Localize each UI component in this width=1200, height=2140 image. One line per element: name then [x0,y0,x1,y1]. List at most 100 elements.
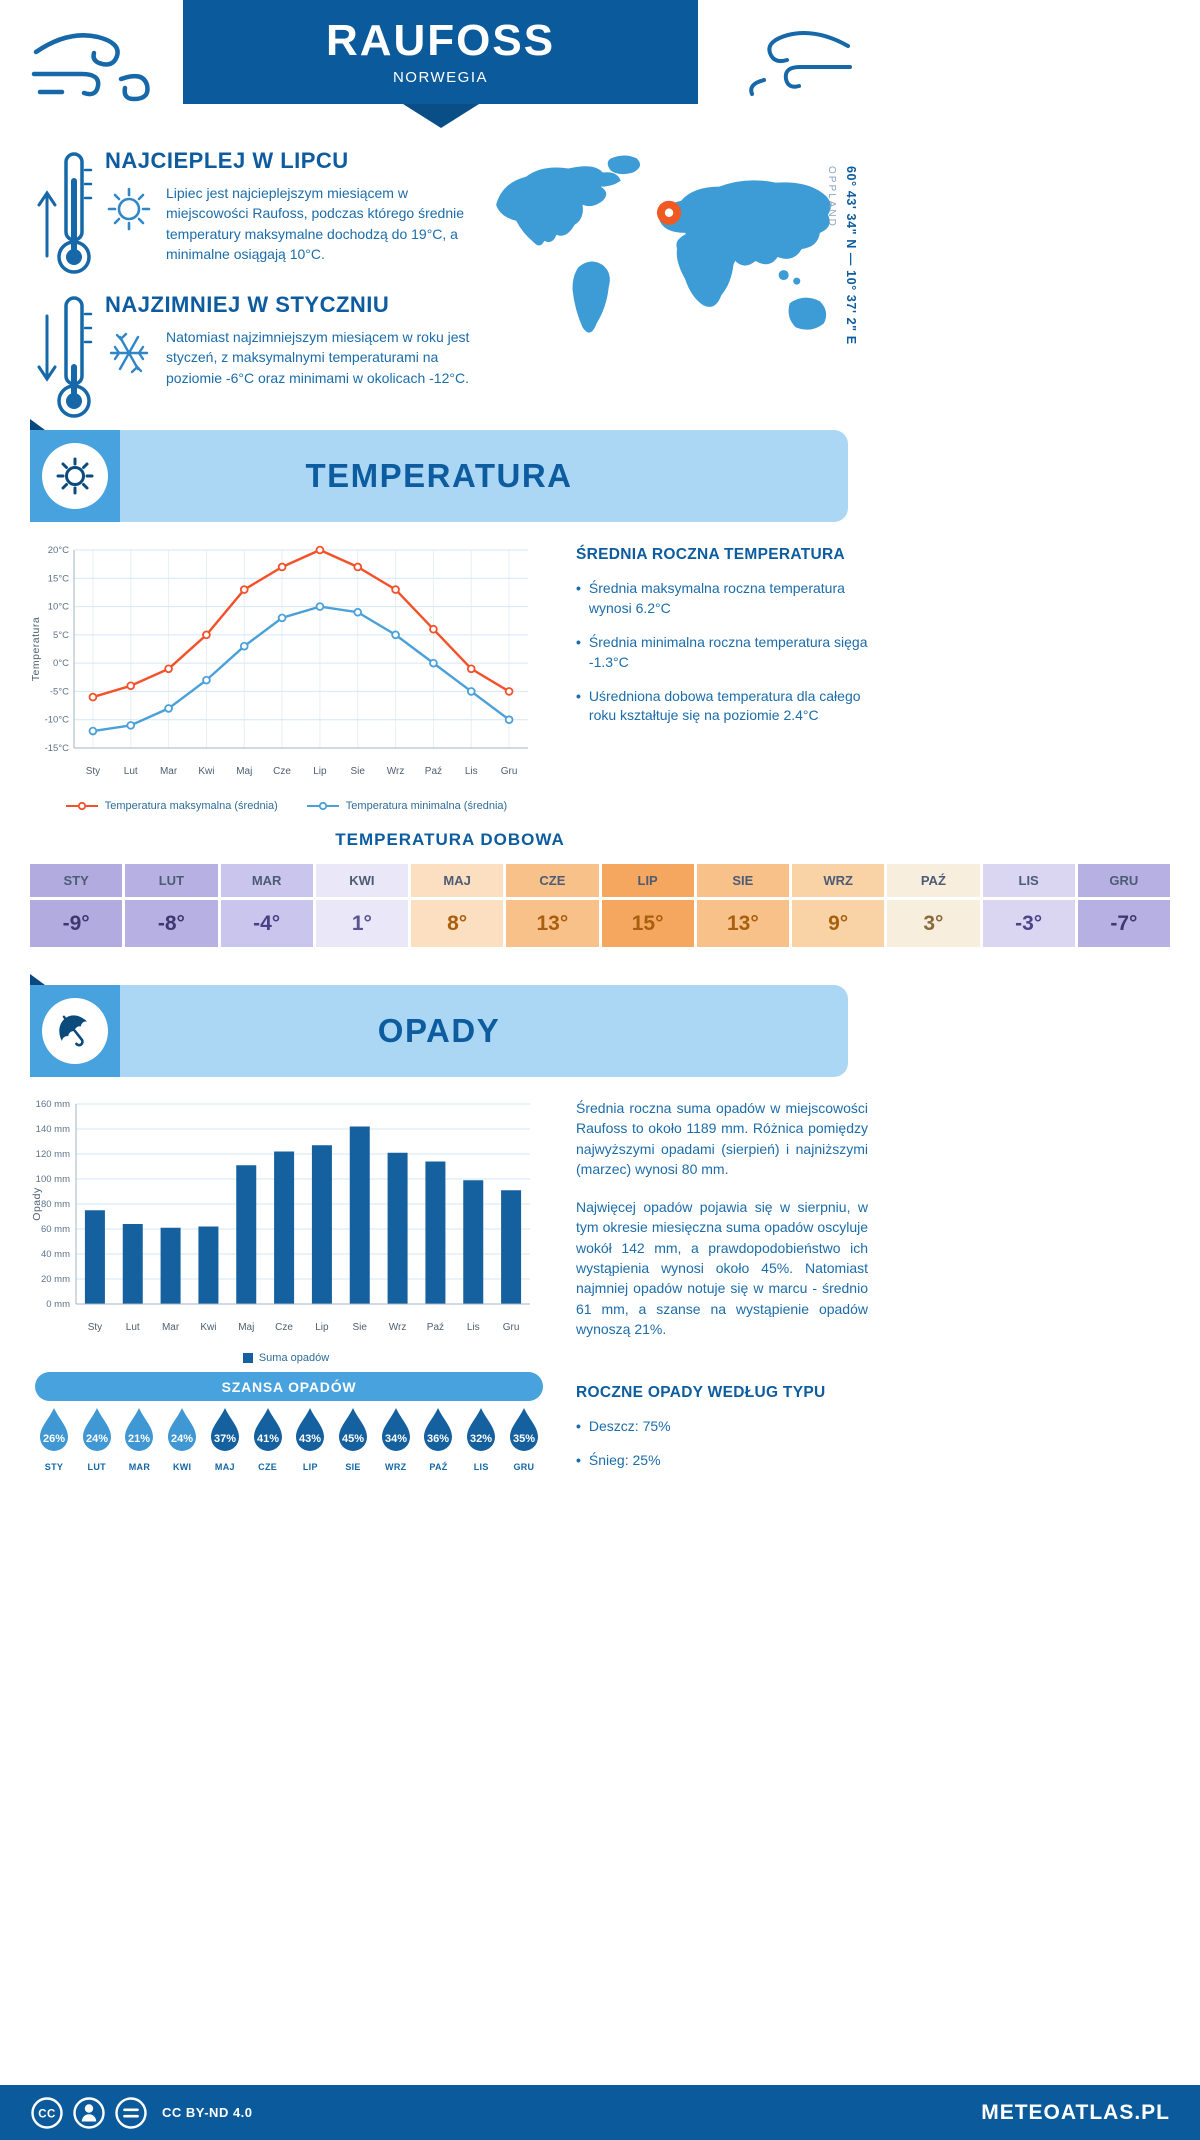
svg-text:Wrz: Wrz [389,1322,407,1333]
sun-circle-icon [42,443,108,509]
coldest-month-block: NAJZIMNIEJ W STYCZNIU [35,292,483,429]
daily-temp-month: LIS [982,864,1075,897]
raindrop-icon: 35% [509,1408,538,1451]
daily-temp-month: MAJ [411,864,504,897]
daily-temp-month: KWI [315,864,408,897]
precipitation-type-block: ROCZNE OPADY WEDŁUG TYPU • Deszcz: 75% • Śn… [576,1384,868,1485]
precipitation-chance-item: 35% GRU [505,1406,543,1472]
bullet-dot: • [576,1418,581,1434]
svg-text:Gru: Gru [501,766,518,777]
warmest-title: NAJCIEPLEJ W LIPCU [105,148,349,173]
daily-temp-month: CZE [506,864,599,897]
svg-text:Wrz: Wrz [387,766,405,777]
daily-temp-month: STY [30,864,123,897]
brand-logo[interactable]: METEOATLAS.PL [981,2100,1170,2124]
daily-temp-column: CZE 13° [506,864,599,947]
raindrop-icon: 37% [210,1408,239,1451]
svg-text:CC: CC [38,2108,56,2120]
map-marker-center [664,208,674,217]
svg-text:-15°C: -15°C [45,743,70,754]
coldest-title: NAJZIMNIEJ W STYCZNIU [105,292,390,317]
svg-text:43%: 43% [299,1433,321,1445]
raindrop-icon: 21% [125,1408,154,1451]
daily-temp-month: LIP [601,864,694,897]
svg-text:Temperatura: Temperatura [30,617,42,681]
world-map [482,146,844,364]
precipitation-type-title: ROCZNE OPADY WEDŁUG TYPU [576,1384,826,1401]
legend-item: Temperatura maksymalna (średnia) [65,800,278,812]
svg-text:5°C: 5°C [53,630,69,641]
daily-temp-value: -4° [220,900,313,947]
svg-text:Lis: Lis [467,1322,480,1333]
svg-text:Kwi: Kwi [200,1322,216,1333]
bullet-dot: • [576,687,581,704]
daily-temp-column: GRU -7° [1077,864,1170,947]
precipitation-chance-item: 26% STY [35,1406,73,1472]
daily-temp-value: -3° [982,900,1075,947]
precipitation-chance-item: 45% SIE [334,1406,372,1472]
svg-text:Sie: Sie [351,766,366,777]
svg-text:120 mm: 120 mm [36,1149,70,1160]
umbrella-circle-icon [42,998,108,1064]
chance-month-label: STY [44,1462,64,1472]
chance-month-label: CZE [258,1462,278,1472]
thermometer-down-icon [35,292,97,429]
precipitation-chance-item: 37% MAJ [206,1406,244,1472]
svg-text:40 mm: 40 mm [41,1249,70,1260]
svg-text:24%: 24% [171,1433,193,1445]
footer: CC CC BY-ND 4.0 METEOATLAS.PL [0,2085,1200,2140]
precipitation-legend: Suma opadów [30,1352,542,1364]
cc-license-icons: CC [31,2096,147,2129]
daily-temp-value: 13° [696,900,789,947]
bullet-dot: • [576,633,581,650]
title-banner: RAUFOSS NORWEGIA [183,0,698,128]
daily-temp-value: 3° [887,900,980,947]
annual-temperature-title: ŚREDNIA ROCZNA TEMPERATURA [576,546,845,563]
daily-temp-column: STY -9° [30,864,123,947]
svg-text:Opady: Opady [31,1187,43,1221]
daily-temp-month: WRZ [792,864,885,897]
legend-item: Temperatura minimalna (średnia) [306,800,507,812]
svg-text:10°C: 10°C [48,602,69,613]
sun-icon [105,183,153,264]
daily-temp-column: LIP 15° [601,864,694,947]
raindrop-icon: 36% [424,1408,453,1451]
coldest-text: Natomiast najzimniejszym miesiącem w rok… [166,329,470,386]
daily-temp-month: LUT [125,864,218,897]
precipitation-chart: 0 mm 20 mm 40 mm 60 mm 80 mm 100 mm 120 mm 140 … [28,1092,540,1349]
precipitation-chance-item: 43% LIP [291,1406,329,1472]
precipitation-chance-banner: SZANSA OPADÓW [35,1372,543,1401]
daily-temp-column: MAR -4° [220,864,313,947]
bullet-dot: • [576,580,581,596]
svg-text:80 mm: 80 mm [41,1199,70,1210]
svg-text:Cze: Cze [275,1322,293,1333]
svg-text:160 mm: 160 mm [36,1099,70,1110]
raindrop-icon: 26% [40,1408,68,1451]
svg-text:Kwi: Kwi [198,766,214,777]
daily-temp-value: 13° [506,900,599,947]
region-label: OPPLAND [826,166,837,228]
svg-text:Paź: Paź [427,1322,444,1333]
precipitation-chance-item: 24% LUT [78,1406,116,1472]
city-title: RAUFOSS [325,16,556,65]
svg-text:41%: 41% [257,1433,279,1445]
raindrop-icon: 34% [381,1408,410,1451]
svg-text:-10°C: -10°C [45,715,70,726]
svg-text:-5°C: -5°C [50,686,69,697]
svg-text:26%: 26% [43,1433,65,1445]
svg-text:Maj: Maj [238,1322,254,1333]
svg-text:Sie: Sie [353,1322,368,1333]
precipitation-section-banner: OPADY [30,974,848,1077]
svg-text:Sty: Sty [86,766,100,777]
svg-text:15°C: 15°C [48,573,69,584]
chance-month-label: KWI [172,1462,192,1472]
daily-temp-month: PAŹ [887,864,980,897]
precipitation-summary: Średnia roczna suma opadów w miejscowośc… [576,1098,868,1357]
thermometer-up-icon [35,148,97,285]
daily-temp-month: GRU [1077,864,1170,897]
temperature-section-banner: TEMPERATURA [30,419,848,522]
svg-text:45%: 45% [342,1433,364,1445]
svg-text:60 mm: 60 mm [41,1224,70,1235]
daily-temp-column: KWI 1° [315,864,408,947]
